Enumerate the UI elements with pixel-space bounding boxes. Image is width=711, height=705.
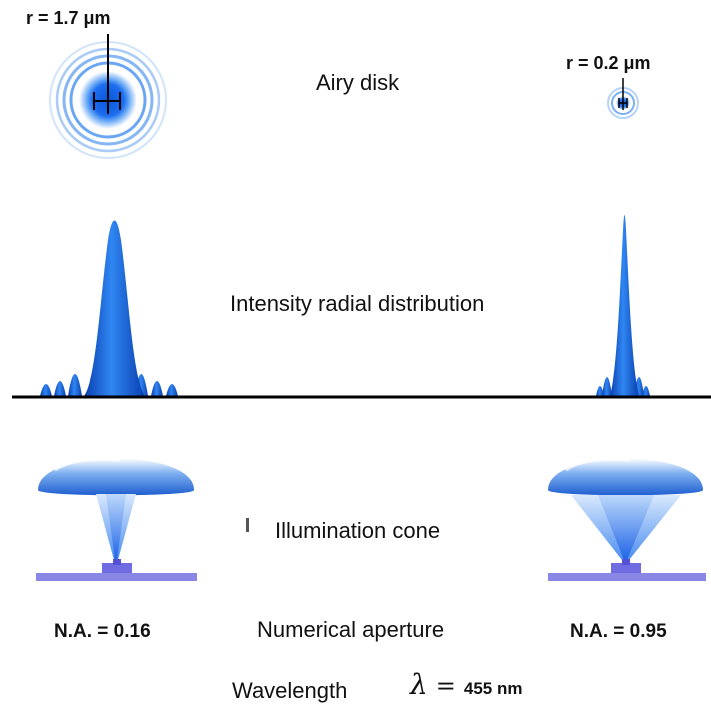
- illumination-cone-left: [36, 457, 197, 581]
- equals-sign: =: [435, 672, 456, 700]
- wavelength-formula: λ = 455 nm: [410, 668, 522, 701]
- specimen-stage-left: [36, 573, 197, 581]
- airy-disk-right: [607, 78, 639, 119]
- intensity-label: Intensity radial distribution: [230, 291, 485, 316]
- intensity-peak-right: [596, 215, 650, 396]
- wavelength-label: Wavelength: [232, 678, 348, 703]
- na-value-left: N.A. = 0.16: [54, 621, 151, 642]
- airy-disk-label: Airy disk: [316, 70, 400, 95]
- stray-mark: [246, 518, 249, 532]
- radius-label-right: r = 0.2 μm: [566, 53, 651, 73]
- airy-disk-left: [49, 34, 167, 159]
- lambda-symbol: λ: [410, 668, 428, 701]
- wavelength-value: 455 nm: [463, 679, 523, 698]
- specimen-stage-right: [548, 573, 706, 581]
- intensity-peak-left: [40, 220, 178, 396]
- illumination-cone-right: [548, 457, 706, 581]
- na-value-right: N.A. = 0.95: [570, 621, 667, 642]
- radius-label-left: r = 1.7 μm: [26, 8, 111, 28]
- numerical-aperture-label: Numerical aperture: [257, 617, 445, 642]
- illumination-cone-label: Illumination cone: [275, 518, 441, 543]
